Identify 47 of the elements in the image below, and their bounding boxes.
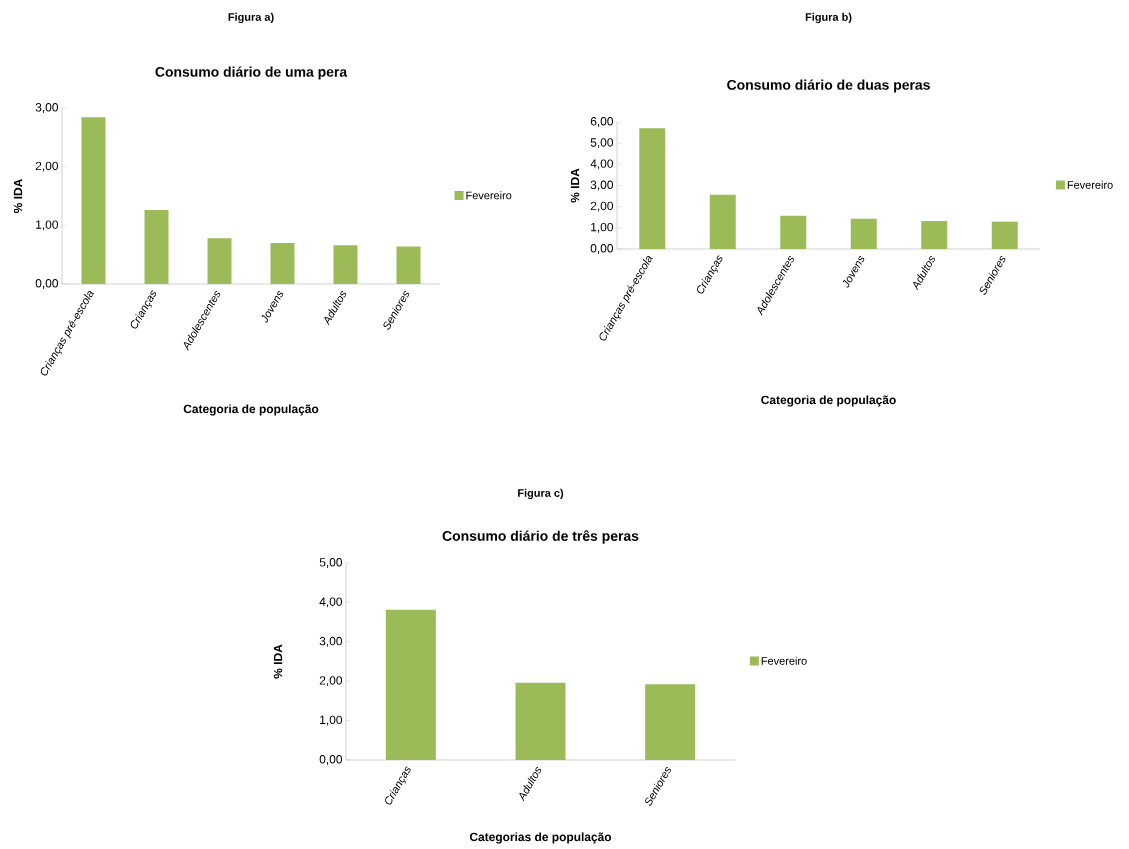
y-axis-title: % IDA	[13, 179, 23, 213]
y-tick-label: 6,00	[590, 117, 614, 127]
chart-title: Consumo diário de três peras	[442, 530, 639, 544]
bar	[333, 245, 358, 284]
y-tick-label: 0,00	[319, 755, 343, 765]
text: Figura c)	[518, 488, 564, 500]
bar	[515, 682, 566, 760]
y-tick-label: 1,00	[36, 220, 59, 231]
y-axis-title: % IDA	[570, 168, 580, 203]
y-tick-label: 0,00	[590, 244, 614, 254]
bar	[709, 194, 736, 249]
y-tick-label: 3,00	[35, 103, 59, 113]
y-tick-label: 1,00	[320, 715, 343, 726]
y-tick-label: 4,00	[319, 597, 343, 608]
y-tick-label: 3,00	[319, 636, 343, 647]
bar	[921, 221, 948, 249]
bar	[396, 246, 421, 284]
y-tick-label: 5,00	[319, 558, 343, 568]
chart-title: Consumo diário de duas peras	[727, 79, 930, 93]
y-tick-label: 2,00	[590, 201, 614, 212]
y-tick-label: 1,00	[591, 222, 614, 233]
bar	[639, 128, 666, 249]
y-tick-label: 4,00	[590, 159, 614, 170]
text: Figura a)	[228, 12, 274, 24]
y-tick-label: 3,00	[590, 180, 614, 191]
y-tick-label: 2,00	[35, 161, 59, 172]
bar	[991, 221, 1018, 249]
y-tick-label: 5,00	[590, 138, 614, 149]
bar	[780, 215, 807, 249]
x-axis-title: Categoria de população	[761, 395, 896, 407]
x-axis-title: Categorias de população	[469, 832, 612, 844]
bar	[207, 238, 232, 284]
bar	[850, 218, 877, 249]
bar	[385, 609, 436, 760]
bar	[81, 117, 106, 284]
y-tick-label: 2,00	[319, 676, 343, 687]
legend-label: Fevereiro	[466, 191, 512, 200]
x-axis-title: Categoria de população	[183, 404, 319, 416]
bar	[270, 242, 295, 284]
y-tick-label: 0,00	[35, 279, 59, 289]
bar	[144, 210, 169, 284]
chart-title: Consumo diário de uma pera	[155, 66, 348, 80]
text: Figura b)	[805, 12, 852, 24]
legend-label: Fevereiro	[761, 656, 807, 665]
legend-label: Fevereiro	[1067, 180, 1113, 189]
y-axis-title: % IDA	[273, 644, 283, 679]
bar	[645, 684, 696, 760]
